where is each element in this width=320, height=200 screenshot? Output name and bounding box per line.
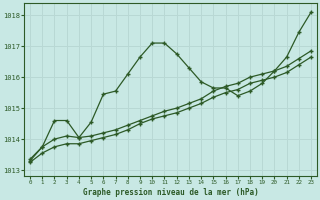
X-axis label: Graphe pression niveau de la mer (hPa): Graphe pression niveau de la mer (hPa) xyxy=(83,188,259,197)
